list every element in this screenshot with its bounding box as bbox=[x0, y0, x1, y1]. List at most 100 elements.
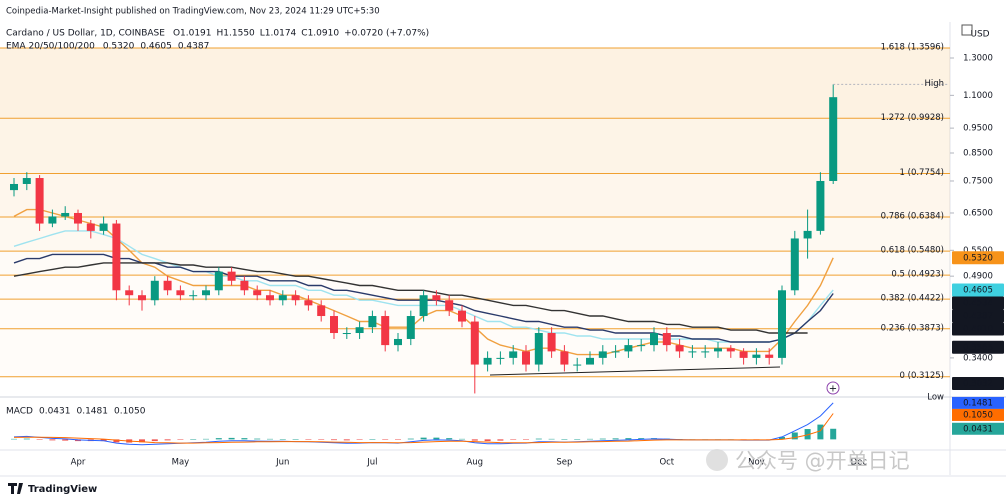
macd-histogram-bar bbox=[804, 429, 811, 440]
y-tick-label: 0.3400 bbox=[963, 353, 993, 363]
candle-body bbox=[483, 357, 492, 365]
candle-body bbox=[778, 290, 786, 358]
candle-body bbox=[266, 295, 274, 301]
candle-body bbox=[650, 333, 658, 346]
macd-histogram-bar bbox=[267, 438, 273, 440]
footer: TradingView bbox=[28, 484, 97, 495]
candle-body bbox=[714, 348, 722, 352]
candle-body bbox=[662, 333, 671, 346]
y-tick-label: 0.5500 bbox=[963, 246, 993, 256]
y-tick-label: 1.3000 bbox=[963, 53, 993, 63]
price-badge-label: 0.4387 bbox=[963, 312, 993, 322]
price-badge-label: 0.3565 bbox=[963, 343, 993, 353]
watermark: 公众号 @开单日记 bbox=[735, 449, 910, 473]
y-tick-label: 1.1000 bbox=[963, 91, 993, 101]
candle-body bbox=[317, 305, 326, 317]
candle-body bbox=[534, 333, 543, 365]
candle-body bbox=[419, 295, 428, 317]
candle-body bbox=[675, 345, 684, 352]
y-tick-label: 0.9500 bbox=[963, 124, 993, 134]
fib-label: 1 (0.7754) bbox=[900, 168, 944, 178]
candle-body bbox=[701, 351, 710, 353]
candle-body bbox=[330, 316, 338, 334]
price-badge-label: 0.5320 bbox=[963, 253, 993, 263]
candle-body bbox=[253, 290, 262, 296]
ohlc-value: +0.0720 (+7.07%) bbox=[344, 29, 429, 39]
macd-histogram-bar bbox=[49, 439, 56, 441]
candle-body bbox=[291, 295, 300, 301]
macd-histogram-bar bbox=[587, 438, 593, 440]
candle-body bbox=[189, 295, 198, 297]
candle-body bbox=[355, 327, 364, 334]
macd-histogram-bar bbox=[254, 438, 261, 440]
price-badge bbox=[952, 251, 1004, 265]
fib-label: 0.382 (0.4422) bbox=[881, 294, 944, 304]
macd-histogram-bar bbox=[23, 438, 30, 440]
candle-body bbox=[432, 295, 441, 301]
candle-body bbox=[342, 333, 351, 335]
candle-body bbox=[790, 238, 799, 291]
candle-body bbox=[406, 316, 415, 339]
macd-histogram-bar bbox=[369, 439, 376, 440]
x-tick-label: Oct bbox=[659, 458, 674, 468]
candle-body bbox=[470, 321, 479, 365]
macd-histogram-bar bbox=[343, 439, 350, 441]
currency-icon bbox=[961, 24, 973, 36]
macd-legend-value: 0.1050 bbox=[114, 407, 146, 417]
candle-body bbox=[598, 351, 607, 358]
x-tick-label: May bbox=[172, 458, 190, 468]
price-badge bbox=[952, 340, 1004, 354]
x-tick-label: Jul bbox=[366, 458, 377, 468]
candle-body bbox=[496, 357, 505, 359]
candle-body bbox=[10, 183, 18, 191]
add-button[interactable] bbox=[826, 381, 840, 395]
signal-line bbox=[13, 413, 834, 444]
fib-fills bbox=[0, 47, 950, 276]
x-tick-label: Sep bbox=[556, 458, 572, 468]
candle-body bbox=[829, 97, 838, 181]
candle-body bbox=[368, 316, 377, 328]
macd-histogram-bar bbox=[62, 439, 69, 441]
footer-logo bbox=[8, 483, 23, 494]
ema-legend: EMA 20/50/100/200 bbox=[6, 42, 95, 52]
macd-histogram-bar bbox=[599, 438, 606, 440]
x-tick-label: Dec bbox=[851, 458, 868, 468]
x-tick-label: Aug bbox=[466, 458, 483, 468]
macd-histogram-bar bbox=[817, 424, 824, 440]
macd-histogram-bar bbox=[382, 439, 389, 440]
fib-band bbox=[0, 173, 950, 218]
support-trendline bbox=[489, 366, 781, 376]
fib-label: 0.618 (0.5480) bbox=[881, 246, 944, 256]
macd-histogram-bar bbox=[625, 438, 632, 440]
y-tick-label: 0.8500 bbox=[963, 148, 993, 158]
candle-body bbox=[816, 180, 825, 231]
macd-histogram-bar bbox=[11, 438, 17, 440]
macd-histogram-bar bbox=[305, 439, 312, 440]
price-plot bbox=[10, 84, 838, 394]
macd-histogram-bar bbox=[638, 438, 645, 440]
attribution: Coinpedia-Market-Insight published on Tr… bbox=[6, 7, 380, 17]
y-tick-label: 0.6500 bbox=[963, 208, 993, 218]
low-label: Low bbox=[927, 393, 944, 403]
fib-band bbox=[0, 251, 950, 276]
candle-body bbox=[240, 280, 249, 291]
candle-body bbox=[586, 357, 594, 365]
add-icon[interactable]: + bbox=[829, 384, 837, 395]
candle-body bbox=[765, 354, 774, 358]
candle-body bbox=[688, 351, 697, 353]
ema-value: 0.4605 bbox=[140, 42, 172, 52]
ema-line bbox=[13, 262, 808, 334]
macd-legend-value: 0.0431 bbox=[39, 407, 71, 417]
candle-body bbox=[214, 271, 223, 291]
candle-body bbox=[202, 290, 210, 296]
macd-histogram-bar bbox=[779, 436, 785, 440]
macd-histogram-bar bbox=[471, 439, 478, 441]
macd-histogram-bar bbox=[497, 439, 504, 441]
macd-histogram-bar bbox=[318, 439, 325, 440]
macd-histogram-bar bbox=[395, 439, 401, 440]
candle-body bbox=[138, 295, 146, 301]
fib-label: 0.786 (0.6384) bbox=[881, 212, 944, 222]
candle-body bbox=[112, 223, 121, 291]
candle-body bbox=[547, 333, 556, 352]
legend-header: Cardano / US Dollar, 1D, COINBASE O1.0191… bbox=[6, 29, 429, 52]
